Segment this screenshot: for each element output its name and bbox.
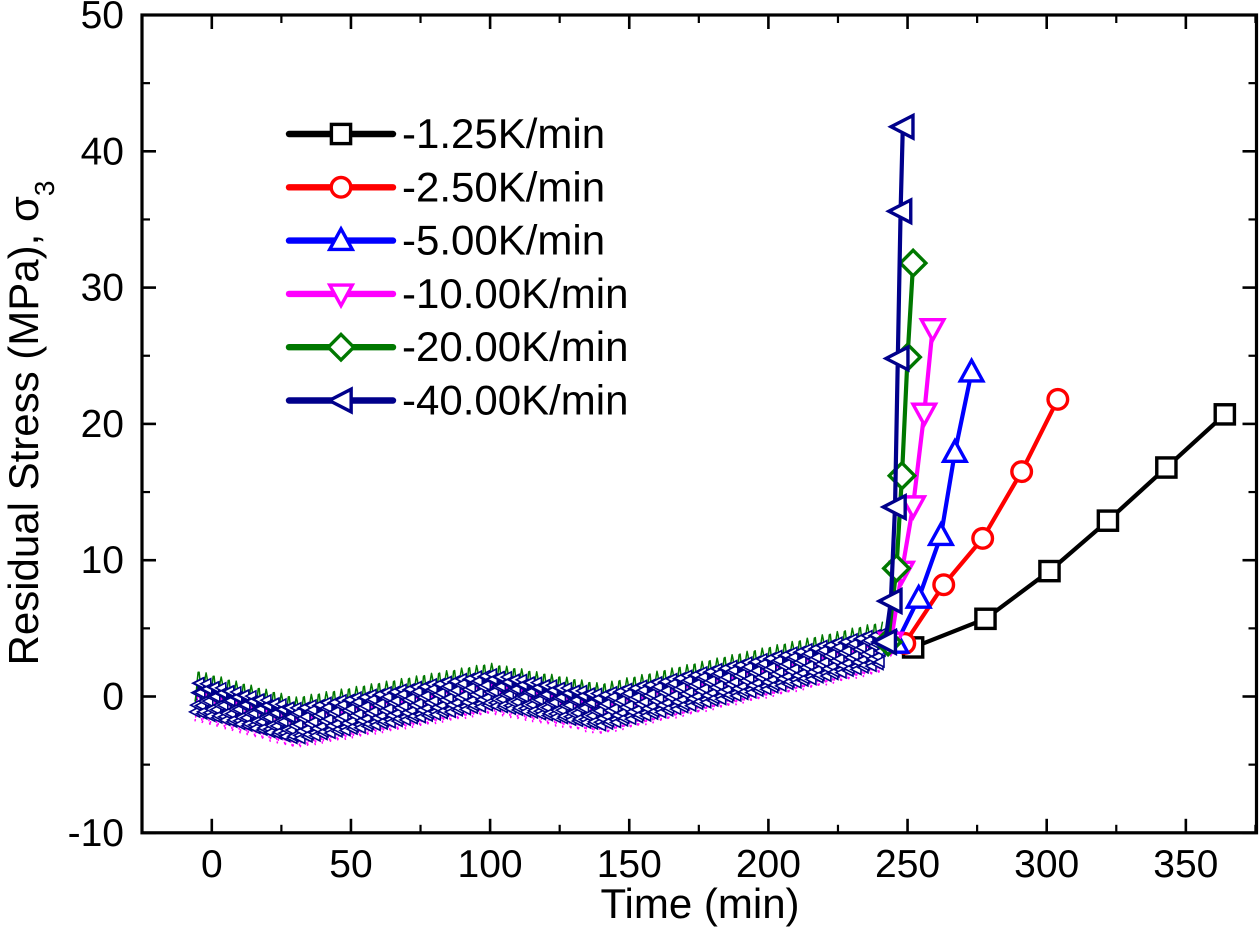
svg-text:-1.25K/min: -1.25K/min (402, 110, 605, 157)
svg-text:-5.00K/min: -5.00K/min (402, 217, 605, 264)
svg-text:-40.00K/min: -40.00K/min (402, 377, 628, 424)
svg-text:0: 0 (201, 843, 223, 886)
svg-text:0: 0 (102, 676, 124, 719)
svg-text:50: 50 (329, 843, 372, 886)
svg-text:30: 30 (81, 267, 124, 310)
svg-text:40: 40 (81, 130, 124, 173)
svg-text:50: 50 (81, 0, 124, 37)
svg-text:Residual Stress (MPa), σ3: Residual Stress (MPa), σ3 (0, 181, 60, 666)
svg-text:250: 250 (875, 843, 940, 886)
svg-text:10: 10 (81, 539, 124, 582)
svg-text:-10.00K/min: -10.00K/min (402, 270, 628, 317)
svg-text:20: 20 (81, 403, 124, 446)
svg-text:300: 300 (1014, 843, 1079, 886)
svg-text:-20.00K/min: -20.00K/min (402, 323, 628, 370)
svg-text:-10: -10 (68, 812, 124, 855)
svg-text:350: 350 (1153, 843, 1218, 886)
svg-text:100: 100 (458, 843, 523, 886)
svg-text:-2.50K/min: -2.50K/min (402, 163, 605, 210)
svg-text:Time (min): Time (min) (600, 880, 799, 927)
